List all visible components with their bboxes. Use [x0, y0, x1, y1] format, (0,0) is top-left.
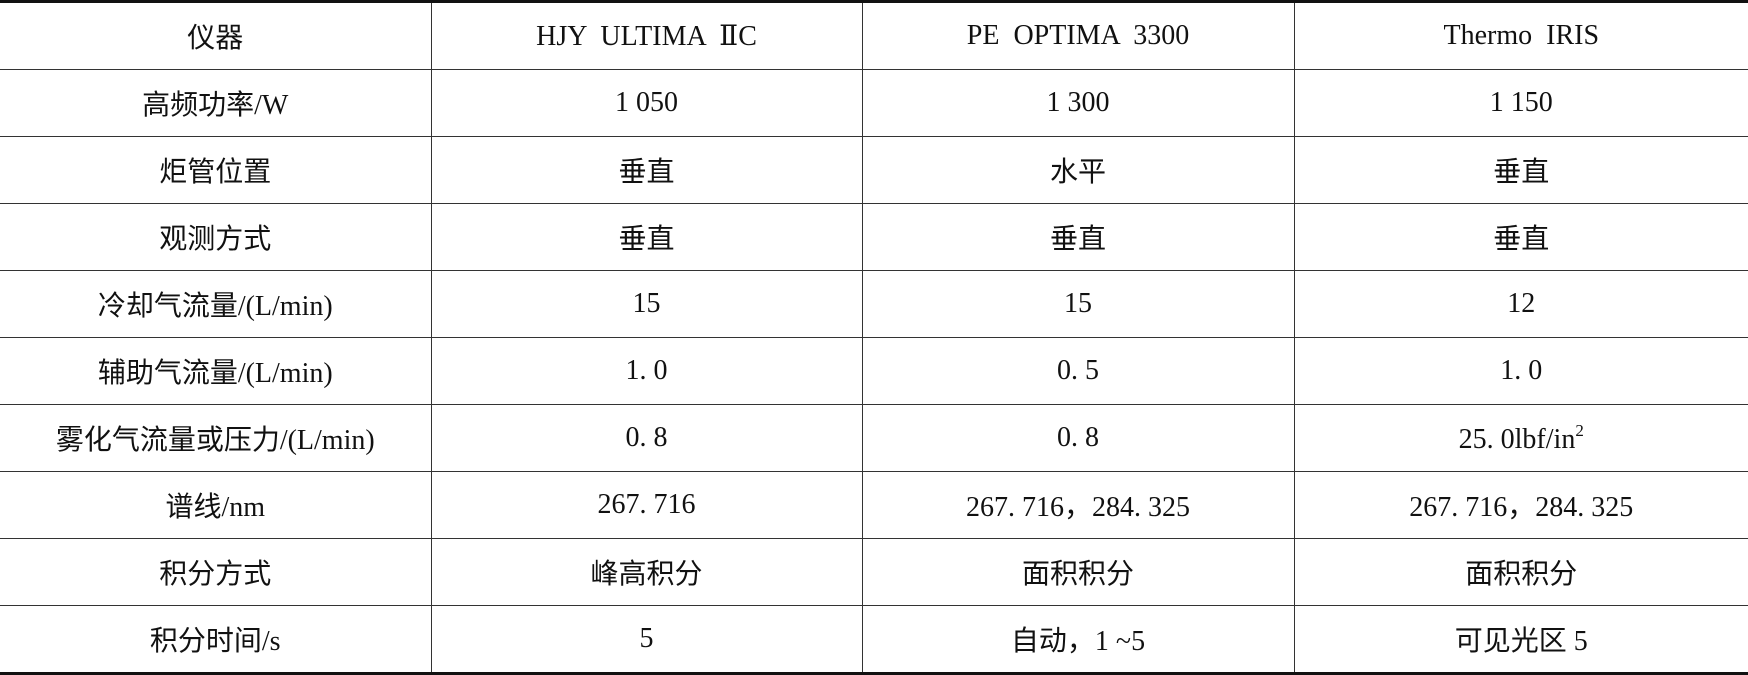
- table-cell: 0. 8: [430, 404, 862, 472]
- table-cell: 峰高积分: [430, 538, 862, 606]
- table-cell: 垂直: [861, 203, 1294, 271]
- table-cell: 可见光区 5: [1293, 605, 1748, 675]
- table-row: 高频功率/W 1 050 1 300 1 150: [0, 69, 1748, 137]
- row-label: 雾化气流量或压力/(L/min): [0, 404, 431, 472]
- table-cell: 自动，1 ~5: [861, 605, 1294, 675]
- table-cell: PE OPTIMA 3300: [861, 0, 1294, 70]
- table-cell: 垂直: [1293, 136, 1748, 204]
- row-label: 观测方式: [0, 203, 431, 271]
- table-cell: 垂直: [430, 203, 862, 271]
- table-cell: 1 150: [1293, 69, 1748, 137]
- table-row: 辅助气流量/(L/min) 1. 0 0. 5 1. 0: [0, 337, 1748, 405]
- header-row: 仪器 HJY ULTIMA ⅡC PE OPTIMA 3300 Thermo IRIS: [0, 0, 1748, 70]
- superscript: 2: [1575, 420, 1584, 440]
- cell-text: 25. 0lbf/in: [1458, 423, 1576, 455]
- table-cell: 1. 0: [430, 337, 862, 405]
- row-label: 辅助气流量/(L/min): [0, 337, 431, 405]
- table-row: 观测方式 垂直 垂直 垂直: [0, 203, 1748, 271]
- table-cell: 15: [861, 270, 1294, 338]
- table-cell: 0. 8: [861, 404, 1294, 472]
- table-cell: Thermo IRIS: [1293, 0, 1748, 70]
- row-label: 炬管位置: [0, 136, 431, 204]
- table-row: 积分方式 峰高积分 面积积分 面积积分: [0, 538, 1748, 606]
- row-label: 积分方式: [0, 538, 431, 606]
- table-cell: 267. 716，284. 325: [861, 471, 1294, 539]
- table-cell: 5: [430, 605, 862, 675]
- row-label: 仪器: [0, 0, 431, 70]
- table-cell: 0. 5: [861, 337, 1294, 405]
- table-cell: 水平: [861, 136, 1294, 204]
- table-cell: 垂直: [1293, 203, 1748, 271]
- row-label: 高频功率/W: [0, 69, 431, 137]
- row-label: 积分时间/s: [0, 605, 431, 675]
- table-cell: 面积积分: [861, 538, 1294, 606]
- table-cell: 267. 716: [430, 471, 862, 539]
- table-row: 积分时间/s 5 自动，1 ~5 可见光区 5: [0, 605, 1748, 675]
- table-cell: 1 050: [430, 69, 862, 137]
- table-row: 雾化气流量或压力/(L/min) 0. 8 0. 8 25. 0lbf/in2: [0, 404, 1748, 472]
- table-row: 冷却气流量/(L/min) 15 15 12: [0, 270, 1748, 338]
- row-label: 谱线/nm: [0, 471, 431, 539]
- table-row: 谱线/nm 267. 716 267. 716，284. 325 267. 716，2…: [0, 471, 1748, 539]
- table-cell: 1 300: [861, 69, 1294, 137]
- table-cell: 267. 716，284. 325: [1293, 471, 1748, 539]
- table-row: 炬管位置 垂直 水平 垂直: [0, 136, 1748, 204]
- table-cell: HJY ULTIMA ⅡC: [430, 0, 862, 70]
- table-cell: 12: [1293, 270, 1748, 338]
- table-cell: 垂直: [430, 136, 862, 204]
- table-cell: 25. 0lbf/in2: [1293, 404, 1748, 472]
- row-label: 冷却气流量/(L/min): [0, 270, 431, 338]
- table-cell: 15: [430, 270, 862, 338]
- table-cell: 1. 0: [1293, 337, 1748, 405]
- table-cell: 面积积分: [1293, 538, 1748, 606]
